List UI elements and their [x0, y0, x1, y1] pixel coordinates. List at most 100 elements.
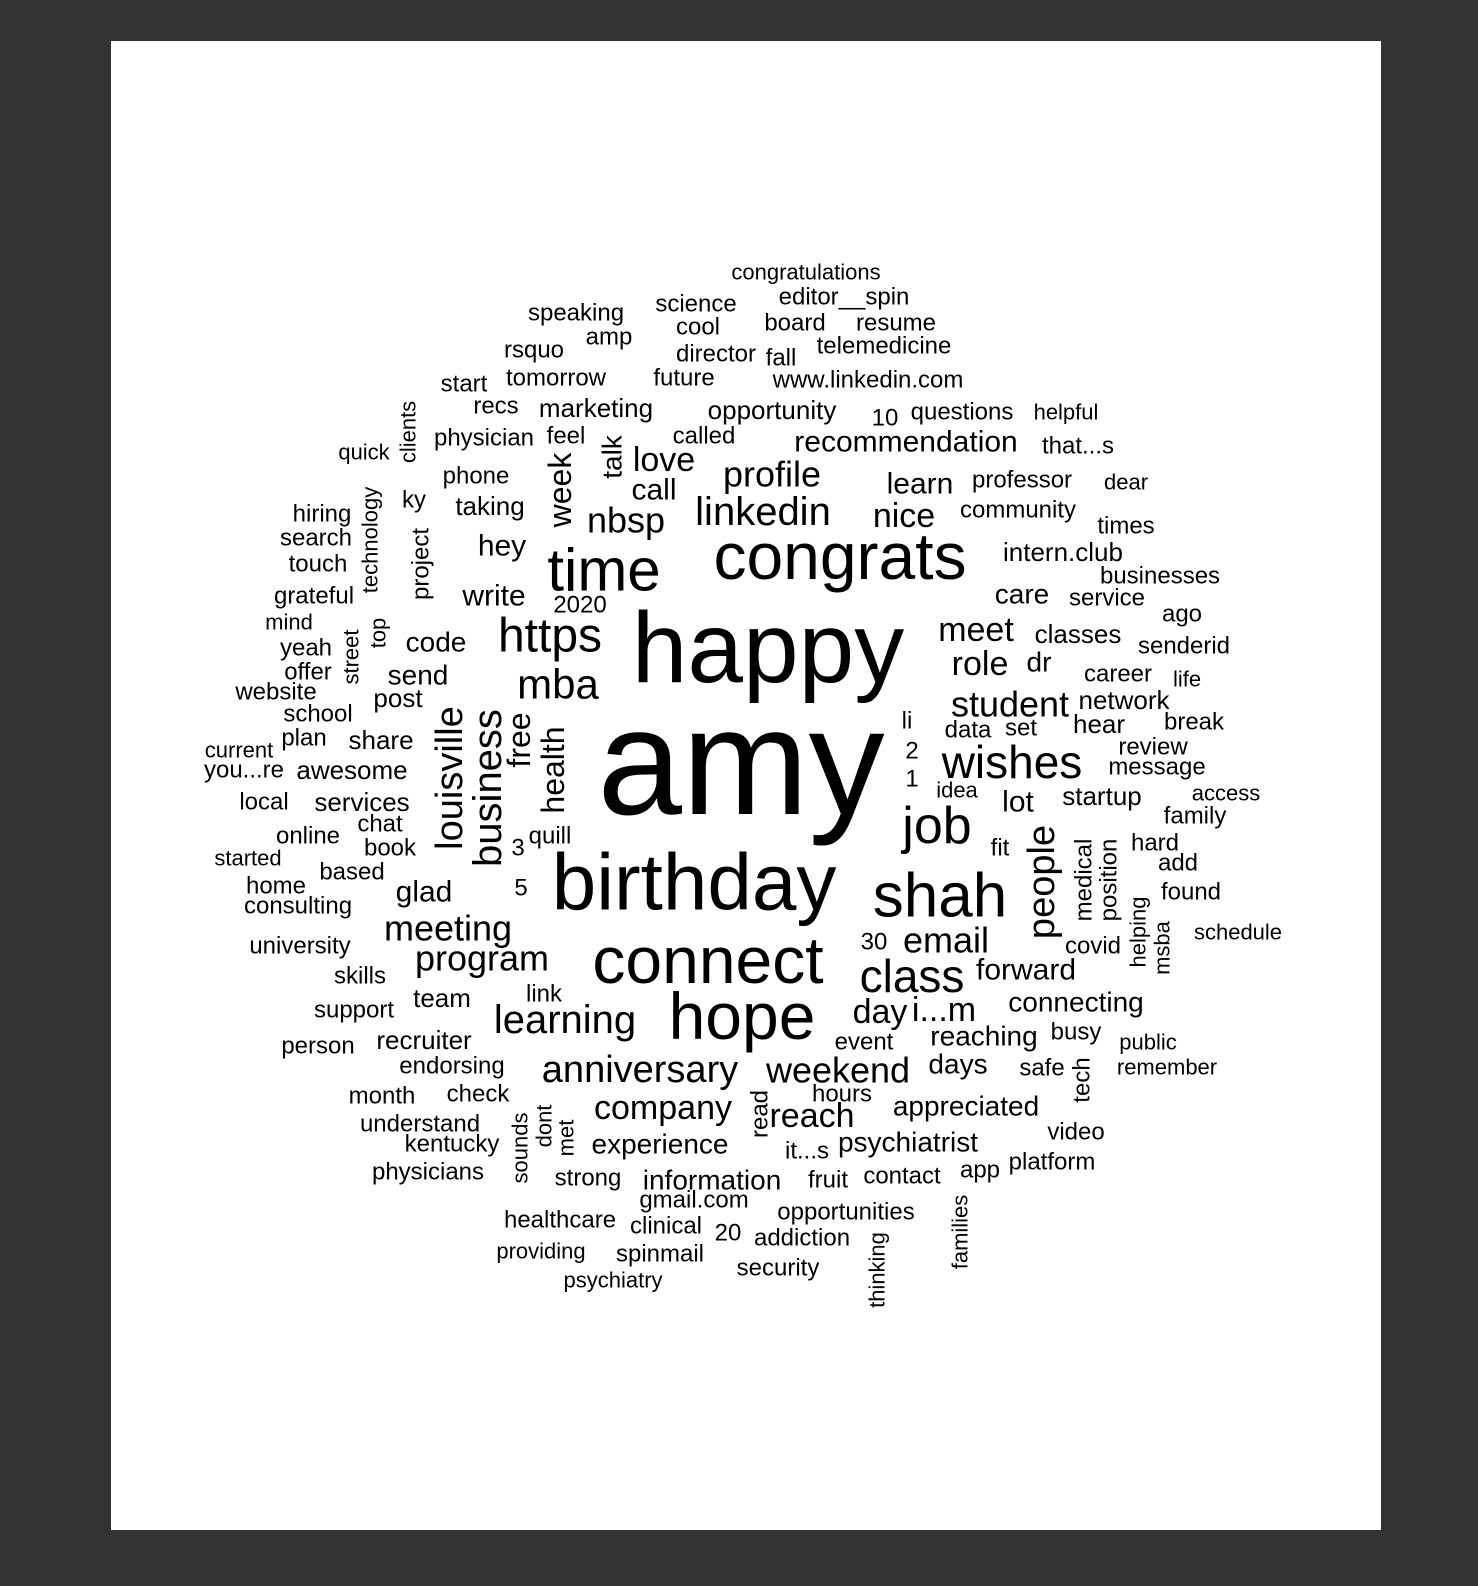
word-endorsing: endorsing	[399, 1053, 504, 1080]
word-professor: professor	[972, 467, 1072, 494]
word-amy: amy	[597, 677, 884, 847]
word-person: person	[281, 1033, 354, 1060]
word-book: book	[364, 835, 417, 862]
word-remember: remember	[1117, 1055, 1217, 1080]
word-experience: experience	[592, 1129, 729, 1160]
word-mind: mind	[265, 610, 313, 635]
word-consulting: consulting	[244, 893, 352, 920]
word-congrats: congrats	[713, 519, 966, 593]
word-quill: quill	[529, 823, 572, 850]
word-month: month	[349, 1083, 416, 1110]
word-platform: platform	[1009, 1149, 1096, 1176]
word-science: science	[655, 291, 736, 318]
word-physicians: physicians	[372, 1159, 484, 1186]
word-family: family	[1164, 803, 1227, 830]
word-providing: providing	[496, 1239, 585, 1264]
word-helpful: helpful	[1034, 400, 1099, 425]
word-phone: phone	[443, 463, 510, 490]
word-call: call	[631, 474, 676, 507]
word-glad: glad	[396, 876, 453, 909]
word-3: 3	[511, 835, 524, 862]
word-hours: hours	[812, 1081, 872, 1108]
word-life: life	[1173, 667, 1201, 692]
word-speaking: speaking	[528, 300, 624, 327]
word-send: send	[388, 660, 449, 691]
word-editor-spin: editor__spin	[779, 284, 910, 311]
word-position: position	[1096, 839, 1123, 922]
word-dear: dear	[1104, 470, 1148, 495]
word-plan: plan	[281, 725, 326, 752]
word-learning: learning	[494, 998, 636, 1042]
word-lot: lot	[1002, 786, 1034, 819]
word-ago: ago	[1162, 601, 1202, 628]
word-louisville: louisville	[429, 706, 471, 850]
word-resume: resume	[856, 310, 936, 337]
word-skills: skills	[334, 963, 386, 990]
word-20: 20	[715, 1220, 742, 1247]
word-week: week	[542, 452, 578, 529]
word-safe: safe	[1019, 1055, 1064, 1082]
word-mba: mba	[517, 661, 599, 708]
word-tomorrow: tomorrow	[506, 365, 607, 392]
word-security: security	[737, 1255, 820, 1282]
word-opportunity: opportunity	[708, 395, 837, 425]
word-healthcare: healthcare	[504, 1207, 616, 1234]
word-fall: fall	[766, 345, 797, 372]
word-businesses: businesses	[1100, 563, 1220, 590]
word-university: university	[249, 933, 350, 960]
word-linkedin: linkedin	[695, 490, 831, 534]
word-classes: classes	[1035, 619, 1122, 649]
word-birthday: birthday	[552, 838, 837, 927]
word-cloud-panel	[111, 41, 1381, 1530]
word-weekend: weekend	[765, 1050, 910, 1091]
word-that-s: that...s	[1042, 433, 1114, 460]
word-helping: helping	[1126, 897, 1151, 968]
word-medical: medical	[1071, 839, 1098, 922]
word-nice: nice	[873, 497, 935, 535]
word-reach: reach	[769, 1097, 854, 1135]
word-fruit: fruit	[808, 1167, 848, 1194]
word-quick: quick	[338, 440, 390, 465]
word-public: public	[1119, 1030, 1176, 1055]
word-based: based	[319, 859, 384, 886]
word-profile: profile	[723, 454, 821, 495]
word-business: business	[466, 709, 510, 867]
word-called: called	[673, 423, 736, 450]
word-started: started	[214, 846, 281, 871]
word-add: add	[1158, 850, 1198, 877]
word-dr: dr	[1027, 647, 1052, 678]
word-technology: technology	[358, 487, 383, 593]
word-spinmail: spinmail	[616, 1241, 704, 1268]
word-clinical: clinical	[630, 1213, 702, 1240]
word-feel: feel	[547, 423, 586, 450]
word-fit: fit	[991, 835, 1010, 862]
word-amp: amp	[586, 324, 633, 351]
word-student: student	[951, 684, 1069, 725]
word-chat: chat	[357, 811, 403, 838]
word-network: network	[1078, 685, 1170, 715]
word-congratulations: congratulations	[731, 260, 880, 285]
word-wishes: wishes	[941, 736, 1083, 788]
word-1: 1	[905, 766, 918, 793]
word-access: access	[1192, 781, 1260, 806]
word-recruiter: recruiter	[376, 1025, 472, 1055]
word-recommendation: recommendation	[794, 426, 1017, 459]
word-home: home	[246, 873, 306, 900]
word-li: li	[902, 708, 913, 735]
word-information: information	[643, 1165, 782, 1196]
word-taking: taking	[455, 491, 524, 521]
word-you-re: you...re	[204, 757, 284, 784]
word-app: app	[960, 1157, 1000, 1184]
word-meeting: meeting	[384, 908, 512, 949]
word-message: message	[1108, 754, 1205, 781]
word-free: free	[501, 712, 537, 767]
word-current: current	[205, 738, 273, 763]
word-love: love	[633, 441, 695, 479]
word-happy: happy	[632, 592, 904, 704]
word-care: care	[995, 579, 1049, 610]
word-learn: learn	[887, 468, 954, 501]
word-startup: startup	[1062, 781, 1142, 811]
word-appreciated: appreciated	[893, 1091, 1039, 1122]
word-read: read	[747, 1090, 774, 1138]
word-email: email	[903, 920, 989, 961]
